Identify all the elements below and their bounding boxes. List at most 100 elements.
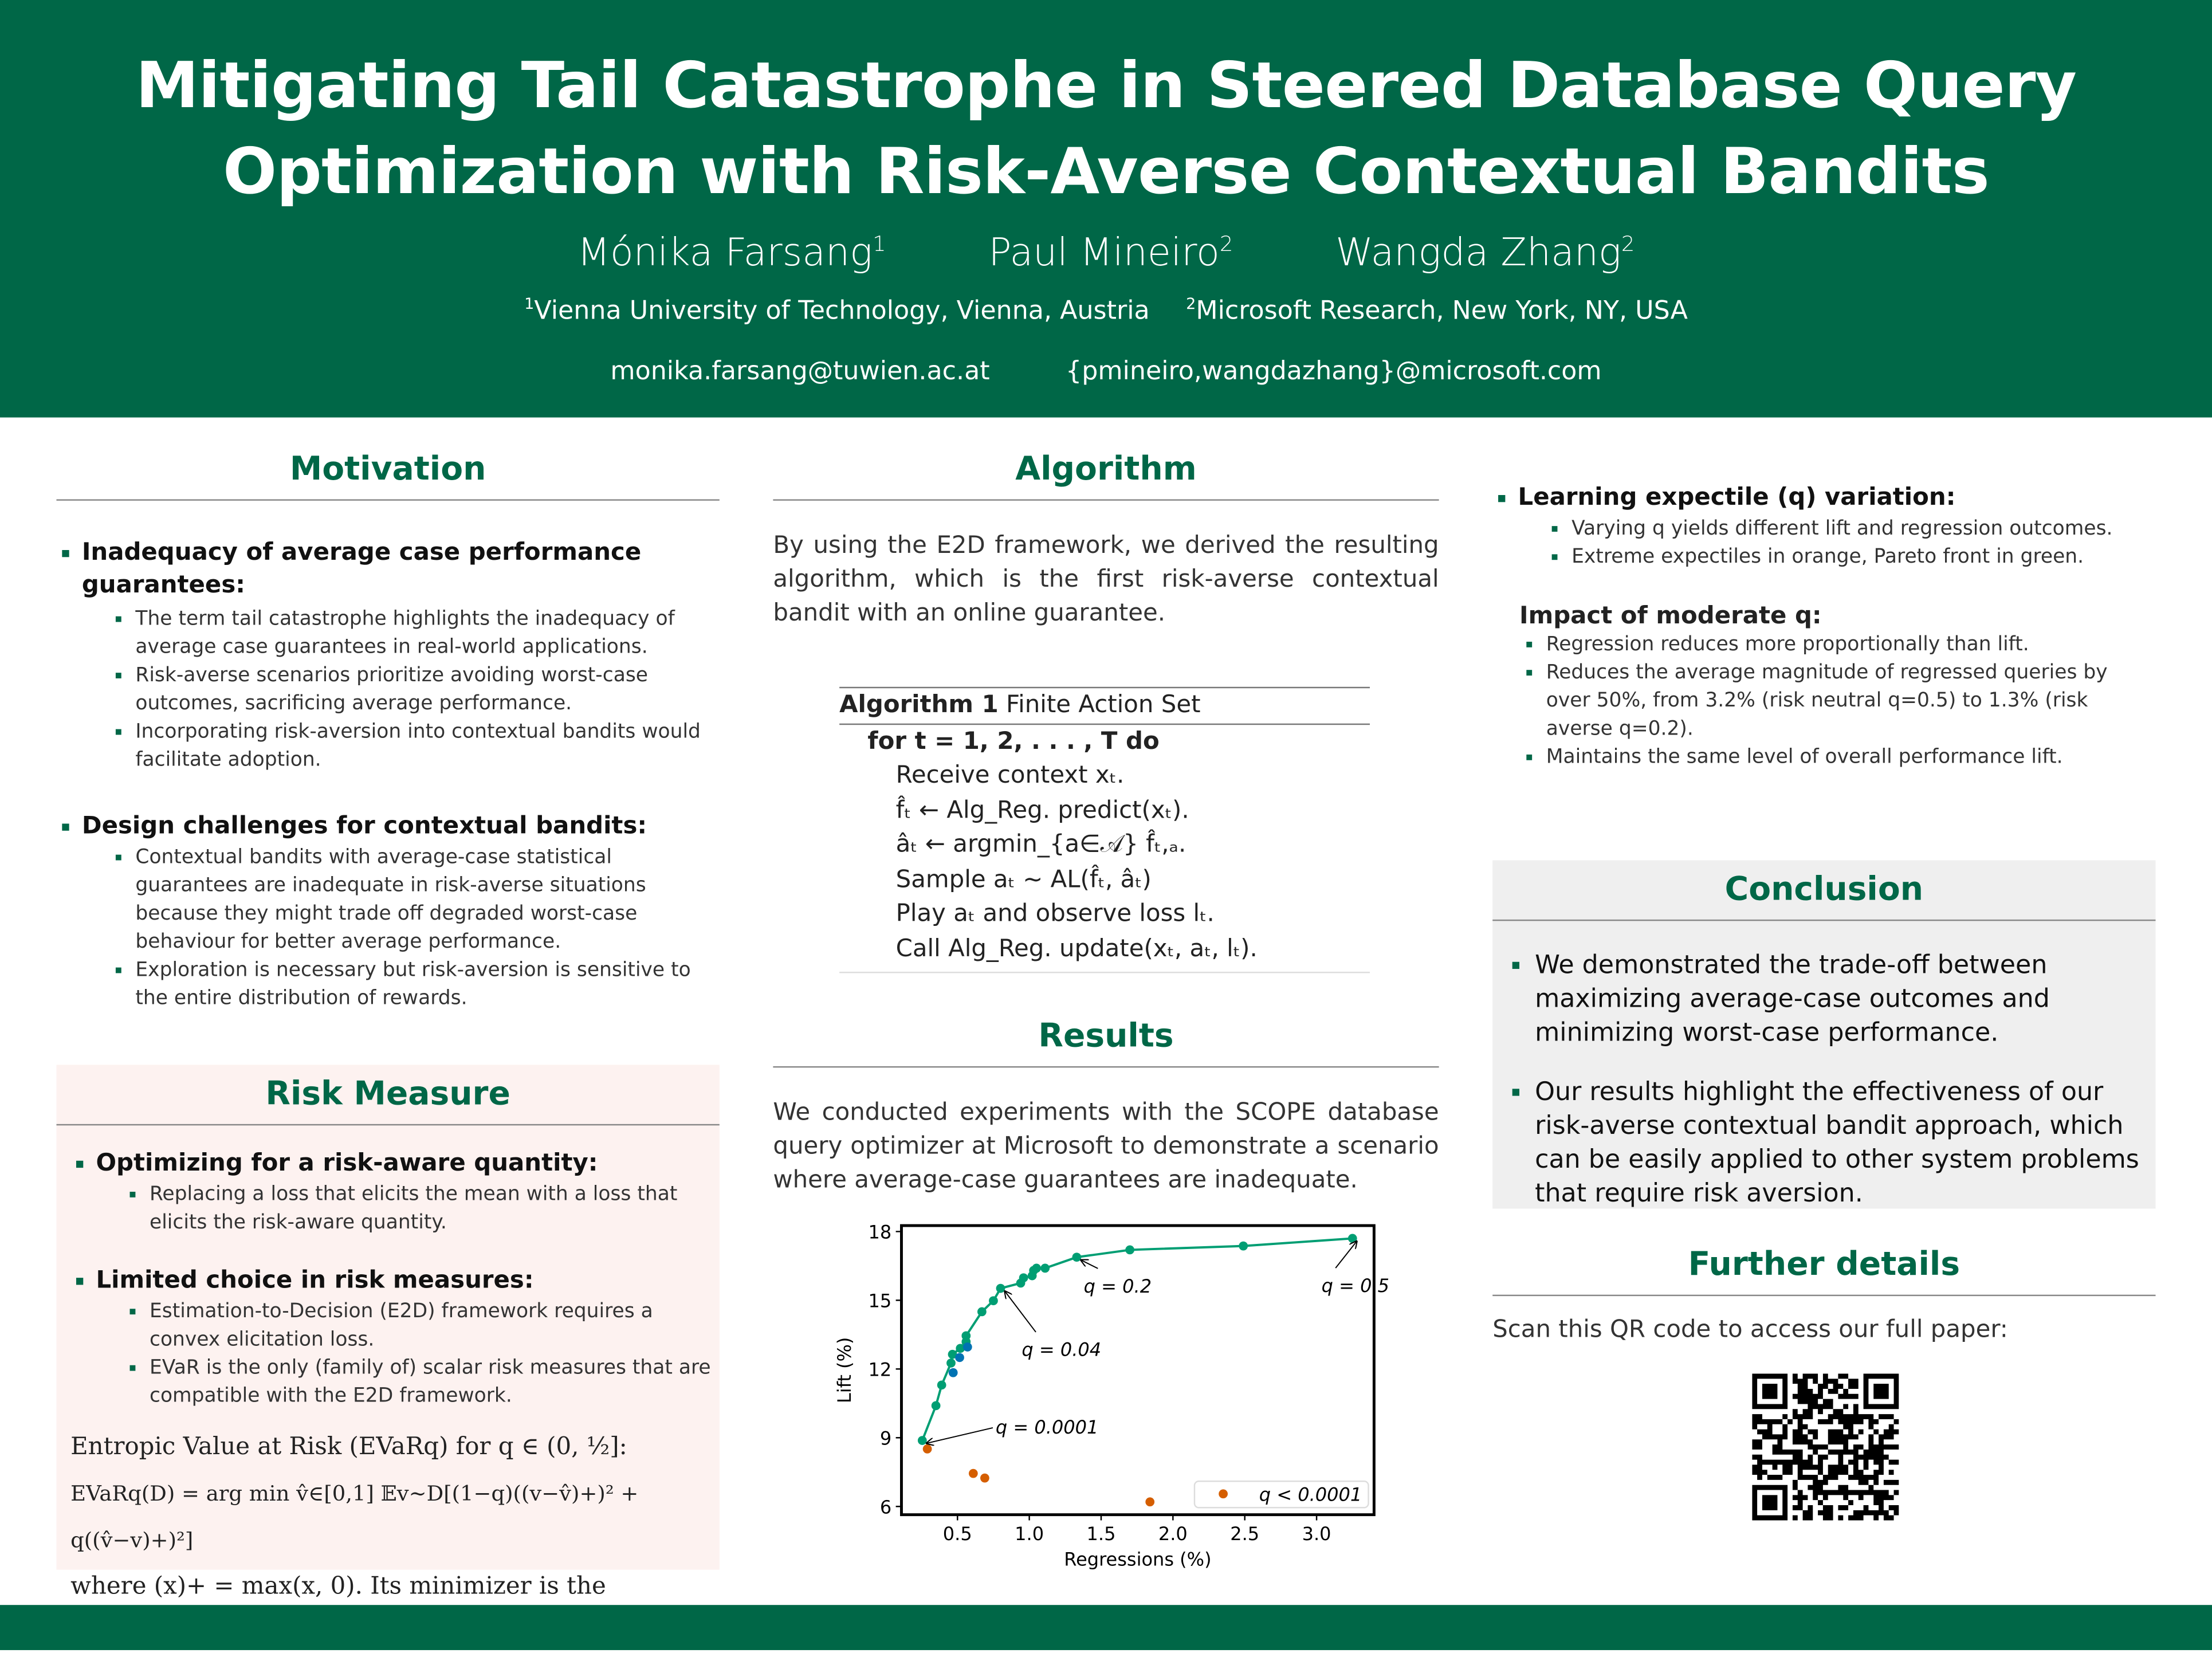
sub-bullet: Maintains the same level of overall perf… xyxy=(1492,743,2155,771)
bullet: Inadequacy of average case performance g… xyxy=(56,537,719,775)
title-line: Optimization with Risk-Averse Contextual… xyxy=(0,128,2212,214)
author: Wangda Zhang2 xyxy=(1335,231,1635,275)
results-intro: We conducted experiments with the SCOPE … xyxy=(773,1096,1439,1197)
y-tick-label: 18 xyxy=(869,1222,892,1243)
annotation-label: q = 0.5 xyxy=(1322,1275,1389,1297)
algorithm-step: Receive context xₜ. xyxy=(839,759,1370,793)
poster-footer xyxy=(0,1605,2212,1650)
algorithm-intro: By using the E2D framework, we derived t… xyxy=(773,529,1439,630)
x-tick-label: 2.5 xyxy=(1230,1523,1259,1545)
data-point xyxy=(980,1474,989,1483)
y-axis-label: Lift (%) xyxy=(834,1337,855,1403)
data-point xyxy=(949,1368,958,1377)
sub-bullet: Risk-averse scenarios prioritize avoidin… xyxy=(82,661,720,717)
bullet-heading: Learning expectile (q) variation: xyxy=(1518,484,1956,512)
further-text: Scan this QR code to access our full pap… xyxy=(1492,1313,2155,1347)
author-name: Wangda Zhang xyxy=(1335,231,1621,275)
risk-measure-box: Risk Measure Optimizing for a risk-aware… xyxy=(56,1065,719,1569)
data-point xyxy=(1125,1246,1134,1255)
affil-text: Vienna University of Technology, Vienna,… xyxy=(534,296,1149,326)
data-point xyxy=(989,1296,998,1305)
data-point xyxy=(969,1469,978,1478)
data-point xyxy=(977,1307,987,1317)
annotation-label: q = 0.04 xyxy=(1021,1339,1101,1361)
bullet-heading: Limited choice in risk measures: xyxy=(96,1266,533,1294)
data-point xyxy=(1019,1273,1028,1282)
conclusion-item: Our results highlight the effectiveness … xyxy=(1507,1076,2142,1211)
section-title-algorithm: Algorithm xyxy=(773,451,1439,501)
data-point xyxy=(932,1401,941,1410)
title-line: Mitigating Tail Catastrophe in Steered D… xyxy=(0,42,2212,128)
risk-list: Optimizing for a risk-aware quantity: Re… xyxy=(56,1148,719,1411)
further-details: Further details Scan this QR code to acc… xyxy=(1492,1247,2155,1347)
affiliations: 1Vienna University of Technology, Vienna… xyxy=(0,295,2212,325)
x-tick-label: 2.0 xyxy=(1158,1523,1188,1545)
algorithm-end-rule xyxy=(839,972,1370,979)
author: Paul Mineiro2 xyxy=(988,231,1233,275)
sub-bullet: Replacing a loss that elicits the mean w… xyxy=(96,1180,719,1236)
data-point xyxy=(923,1444,932,1454)
data-point xyxy=(1032,1264,1041,1273)
section-title-risk-measure: Risk Measure xyxy=(56,1065,719,1125)
author: Mónika Farsang1 xyxy=(577,231,886,275)
algorithm-label: Algorithm 1 xyxy=(839,691,999,719)
annotation-label: q = 0.2 xyxy=(1084,1275,1152,1297)
sub-bullet: Contextual bandits with average-case sta… xyxy=(82,843,720,956)
sub-bullet: The term tail catastrophe highlights the… xyxy=(82,605,720,661)
author-name: Paul Mineiro xyxy=(988,231,1219,275)
data-point xyxy=(1072,1252,1081,1262)
y-tick-label: 15 xyxy=(869,1290,892,1312)
section-title-motivation: Motivation xyxy=(56,451,719,501)
sub-bullet: Reduces the average magnitude of regress… xyxy=(1492,659,2155,744)
sub-bullet: Regression reduces more proportionally t… xyxy=(1492,630,2155,658)
sub-bullet: Extreme expectiles in orange, Pareto fro… xyxy=(1518,543,2156,571)
conclusion-item: We demonstrated the trade-off between ma… xyxy=(1507,949,2142,1051)
emails: monika.farsang@tuwien.ac.at {pmineiro,wa… xyxy=(0,357,2212,387)
algorithm-step: Call Alg_Reg. update(xₜ, aₜ, lₜ). xyxy=(839,932,1370,966)
data-point xyxy=(918,1436,927,1445)
y-tick-label: 9 xyxy=(880,1428,891,1450)
bullet: Learning expectile (q) variation: Varyin… xyxy=(1492,482,2155,571)
authors: Mónika Farsang1 Paul Mineiro2 Wangda Zha… xyxy=(0,231,2212,275)
algorithm-box: Algorithm 1 Finite Action Set for t = 1,… xyxy=(839,687,1370,979)
algorithm-header: Algorithm 1 Finite Action Set xyxy=(839,687,1370,724)
algorithm-step: f̂ₜ ← Alg_Reg. predict(xₜ). xyxy=(839,794,1370,828)
formula-intro: Entropic Value at Risk (EVaRq) for q ∈ (… xyxy=(70,1424,705,1471)
data-point xyxy=(946,1358,956,1368)
x-tick-label: 1.0 xyxy=(1015,1523,1044,1545)
data-point xyxy=(1348,1234,1357,1243)
email-link[interactable]: monika.farsang@tuwien.ac.at xyxy=(610,357,989,387)
bullet: Design challenges for contextual bandits… xyxy=(56,811,719,1012)
algorithm-step: Play aₜ and observe loss lₜ. xyxy=(839,897,1370,932)
impact-list: Regression reduces more proportionally t… xyxy=(1492,630,2155,771)
bullet: Optimizing for a risk-aware quantity: Re… xyxy=(70,1148,720,1237)
legend-label: q < 0.0001 xyxy=(1259,1484,1362,1506)
data-point xyxy=(1145,1497,1154,1506)
x-tick-label: 0.5 xyxy=(943,1523,972,1545)
algorithm-title: Finite Action Set xyxy=(1006,691,1200,719)
bullet-heading: Design challenges for contextual bandits… xyxy=(82,812,647,841)
affil-sup: 2 xyxy=(1186,295,1196,313)
y-tick-label: 6 xyxy=(880,1497,891,1518)
left-column: Motivation Inadequacy of average case pe… xyxy=(56,451,719,1013)
annotation-label: q = 0.0001 xyxy=(996,1416,1098,1438)
sub-bullet: Varying q yields different lift and regr… xyxy=(1518,515,2156,543)
conclusion-list: We demonstrated the trade-off between ma… xyxy=(1492,949,2155,1212)
poster-title: Mitigating Tail Catastrophe in Steered D… xyxy=(0,0,2212,214)
affiliation: 1Vienna University of Technology, Vienna… xyxy=(524,296,1150,326)
email-link[interactable]: {pmineiro,wangdazhang}@microsoft.com xyxy=(1066,357,1602,387)
sub-bullet: Incorporating risk-aversion into context… xyxy=(82,718,720,774)
x-tick-label: 3.0 xyxy=(1302,1523,1331,1545)
data-point xyxy=(1239,1242,1248,1251)
qr-modules xyxy=(1752,1374,1899,1521)
qr-code-icon[interactable] xyxy=(1752,1374,1899,1521)
data-point xyxy=(961,1331,971,1340)
affil-text: Microsoft Research, New York, NY, USA xyxy=(1196,296,1688,326)
right-column: Learning expectile (q) variation: Varyin… xyxy=(1492,482,2155,772)
data-point xyxy=(937,1380,946,1389)
conclusion-box: Conclusion We demonstrated the trade-off… xyxy=(1492,861,2155,1209)
bullet-heading: Optimizing for a risk-aware quantity: xyxy=(96,1149,598,1177)
sub-bullet: EVaR is the only (family of) scalar risk… xyxy=(96,1354,719,1410)
